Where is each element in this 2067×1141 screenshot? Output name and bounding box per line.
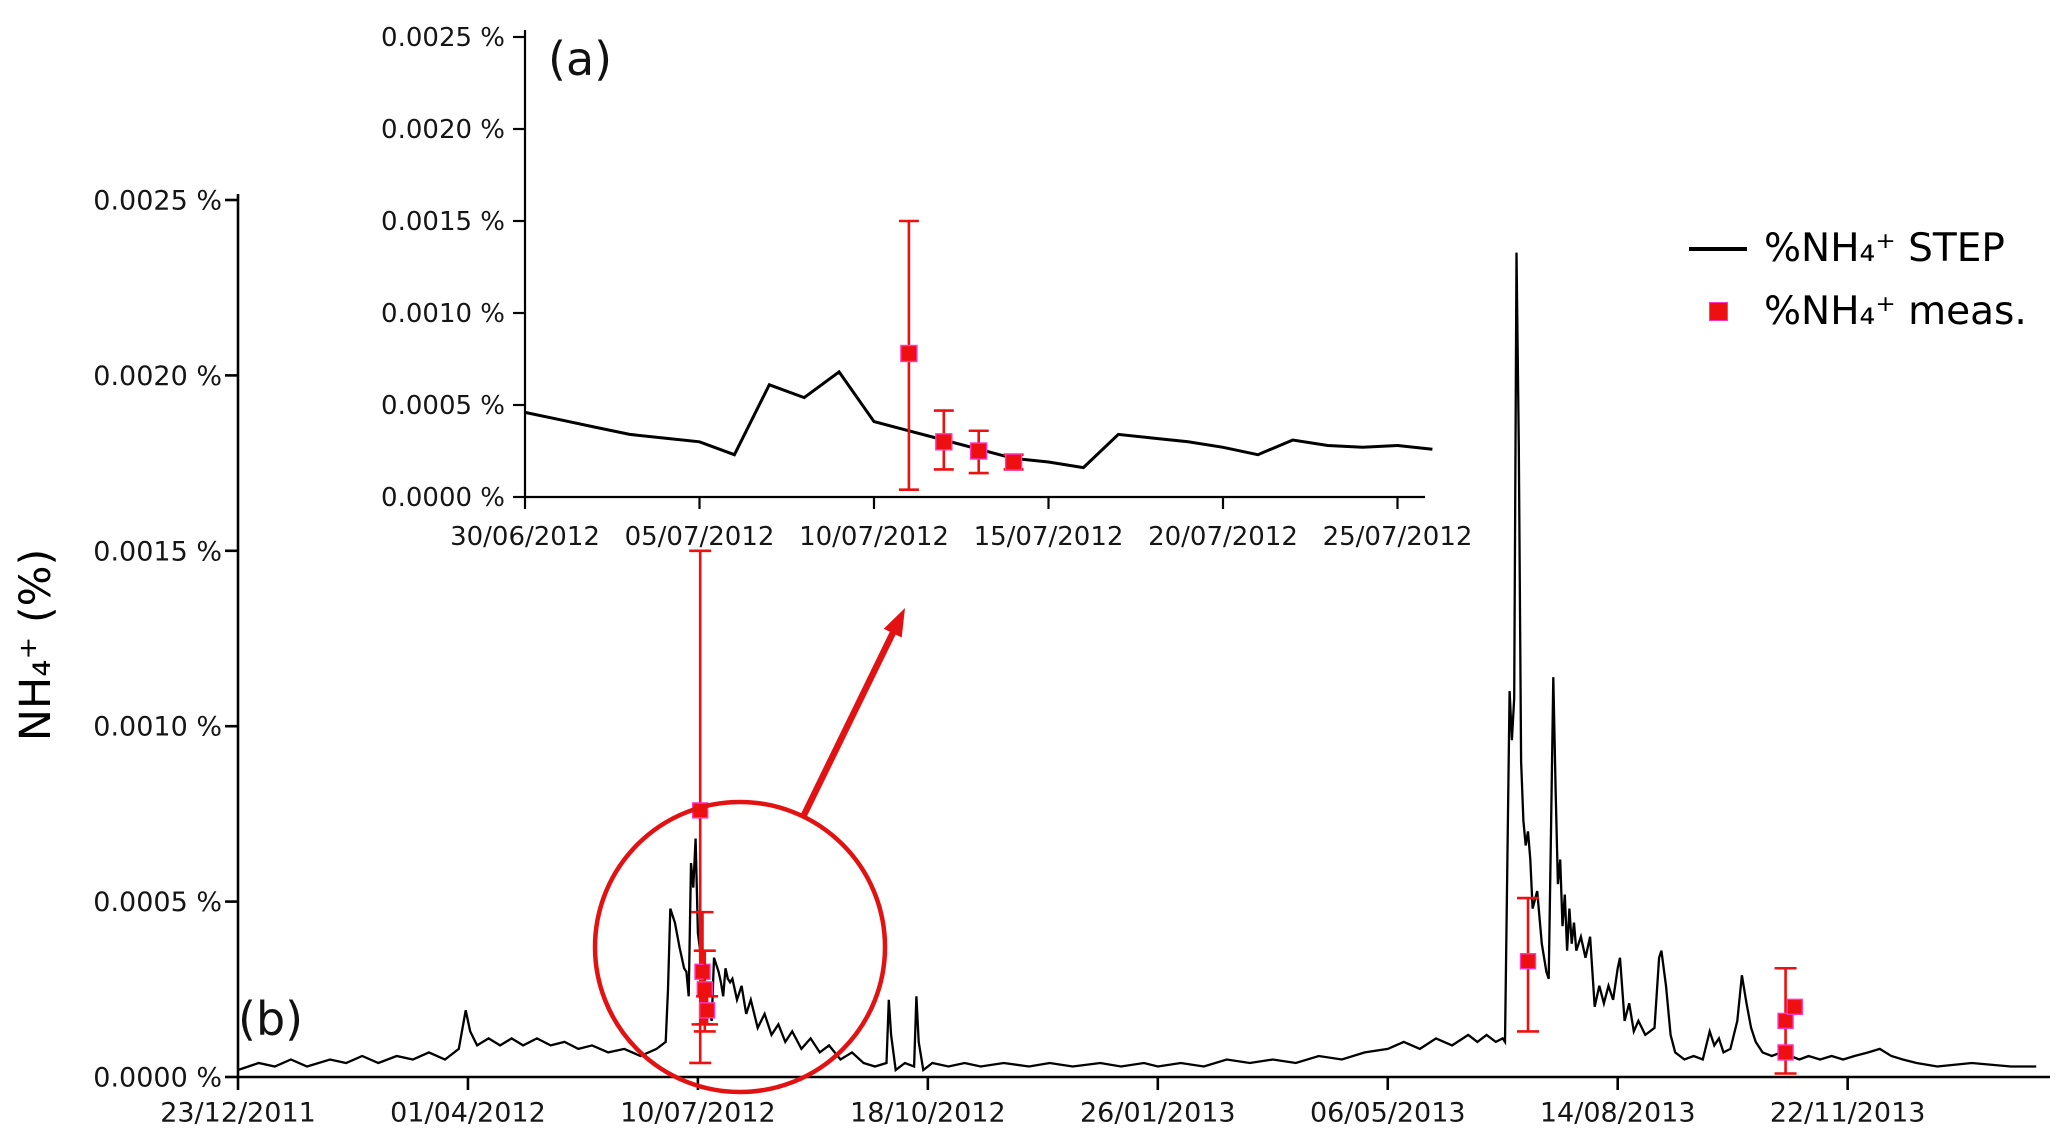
measurement-point [935,433,953,451]
y-tick-label: 0.0005 % [93,887,222,918]
panel-label-b: (b) [238,992,304,1046]
x-tick-label: 22/11/2013 [1770,1098,1926,1129]
x-tick-label: 18/10/2012 [850,1098,1006,1129]
y-tick-label: 0.0000 % [381,483,505,513]
step-line-swatch-icon [1688,246,1748,251]
measurement-point [970,442,988,460]
x-tick-label: 25/07/2012 [1323,522,1473,552]
x-tick-label: 10/07/2012 [799,522,949,552]
x-tick-label: 10/07/2012 [620,1098,776,1129]
measurement-point [1777,1044,1794,1061]
y-tick-label: 0.0025 % [93,185,222,216]
x-tick-label: 20/07/2012 [1148,522,1298,552]
x-tick-label: 06/05/2013 [1310,1098,1466,1129]
step-line-main-b [237,252,2037,1073]
highlight-circle [592,799,888,1095]
legend-entry-step: %NH₄⁺ STEP [1688,226,2027,271]
plot-main-b: 0.0000 % 0.0005 % 0.0010 % 0.0015 % 0.0020 %… [93,185,2050,1129]
y-tick-label: 0.0020 % [93,361,222,392]
annotation-arrow-line [800,622,901,819]
meas-square-swatch-icon [1688,302,1748,321]
plot-inset-a: 0.0000 % 0.0005 % 0.0010 % 0.0015 % 0.0020 %… [381,23,1472,552]
measurement-point [1777,1012,1794,1030]
y-tick-label: 0.0010 % [93,712,222,743]
annotation-arrowhead-icon [883,608,905,638]
x-tick-label: 05/07/2012 [625,522,775,552]
y-tick-label: 0.0025 % [381,23,505,53]
legend-entry-meas: %NH₄⁺ meas. [1688,289,2027,334]
legend-label-step: %NH₄⁺ STEP [1764,226,2005,271]
measurement-point [1004,453,1023,471]
y-axis-title: NH₄⁺ (%) [11,548,61,742]
y-tick-label: 0.0020 % [381,115,505,145]
panel-label-a: (a) [548,32,613,86]
x-tick-label: 01/04/2012 [390,1098,546,1129]
zoom-annotation [592,608,905,1095]
measurement-point [696,981,713,998]
x-tick-label: 23/12/2011 [160,1098,316,1129]
y-tick-label: 0.0000 % [93,1062,222,1093]
y-tick-label: 0.0015 % [381,207,505,237]
x-tick-label: 26/01/2013 [1080,1098,1236,1129]
legend-label-meas: %NH₄⁺ meas. [1764,289,2027,334]
measurement-point [1519,953,1537,970]
measurement-point [1786,998,1803,1016]
legend: %NH₄⁺ STEP %NH₄⁺ meas. [1688,226,2027,334]
y-tick-label: 0.0015 % [93,536,222,567]
x-tick-label: 14/08/2013 [1540,1098,1696,1129]
x-tick-label: 15/07/2012 [974,522,1124,552]
measurement-point [900,344,918,363]
y-tick-label: 0.0005 % [381,391,505,421]
x-tick-label: 30/06/2012 [450,522,600,552]
y-tick-label: 0.0010 % [381,299,505,329]
measurement-point [698,1002,716,1019]
measurement-point [694,963,711,980]
